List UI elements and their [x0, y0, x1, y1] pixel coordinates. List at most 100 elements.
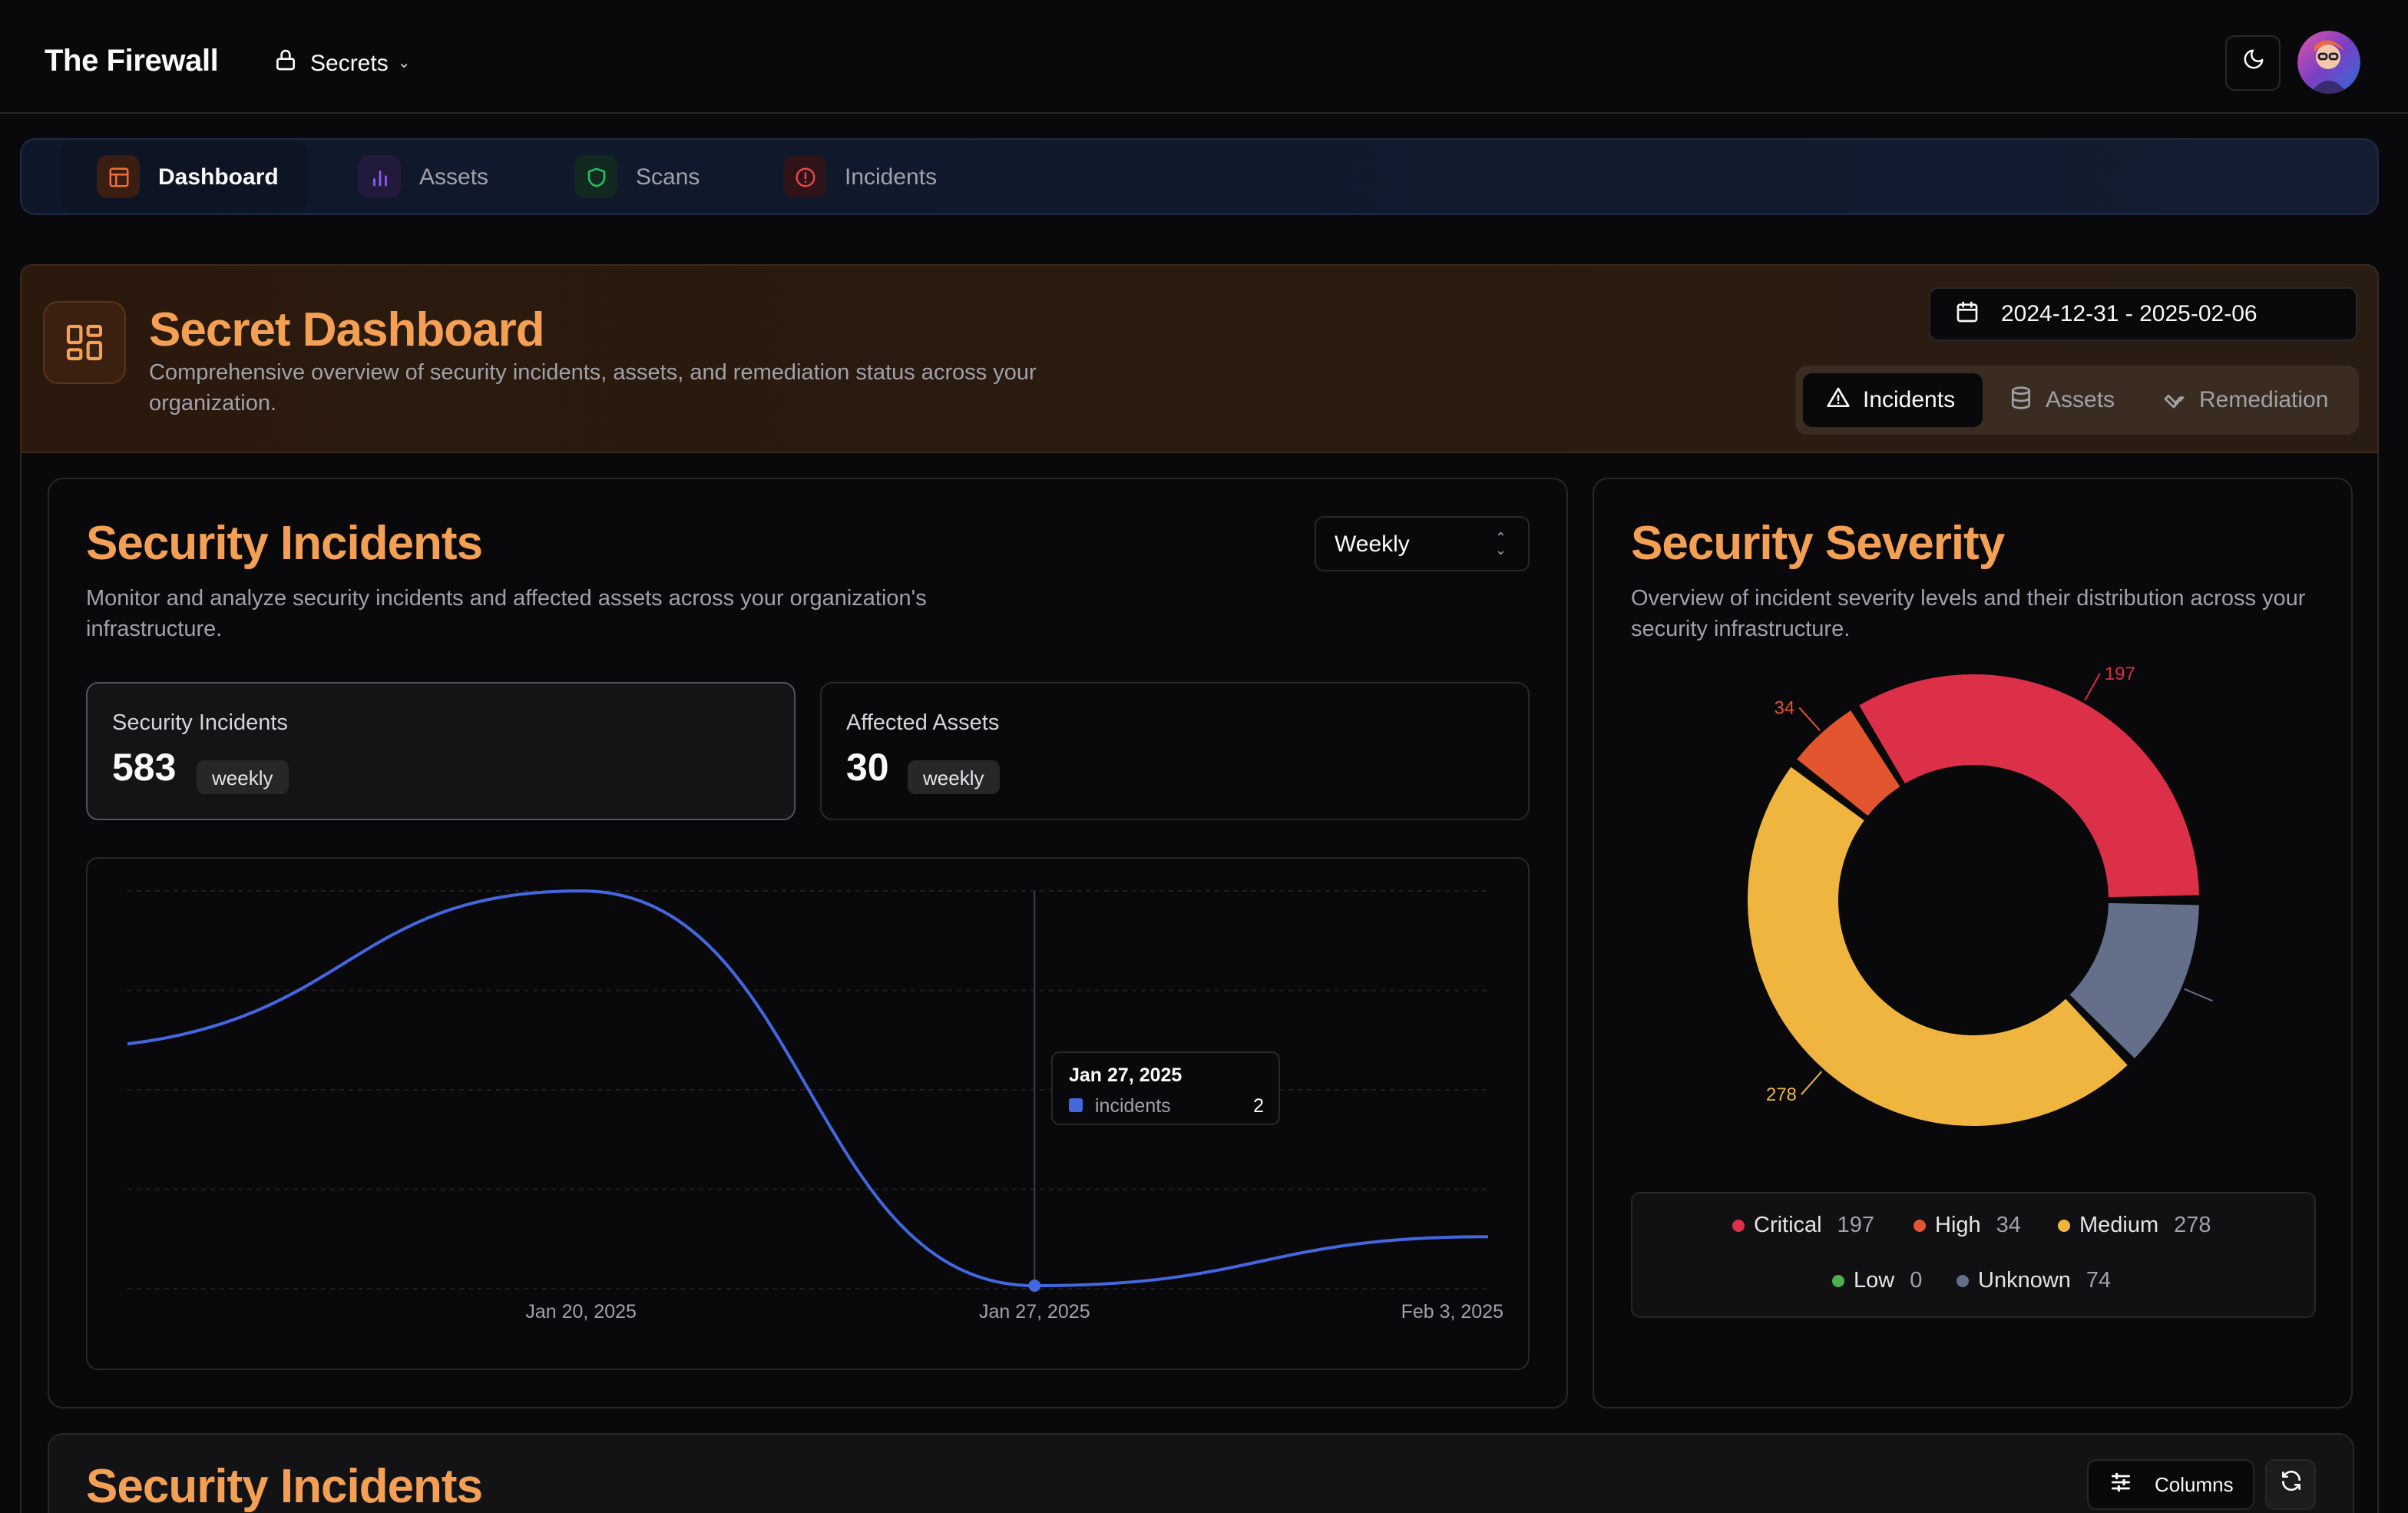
- legend-item-high: High 34: [1914, 1213, 2021, 1238]
- donut-slice-high[interactable]: [1797, 710, 1900, 816]
- nav-item-scans[interactable]: Scans: [538, 141, 700, 212]
- legend-dot: [1957, 1275, 1969, 1287]
- nav-item-label: Dashboard: [158, 164, 279, 190]
- legend-dot: [2058, 1220, 2070, 1232]
- legend-label: Critical: [1754, 1213, 1822, 1238]
- chevron-down-icon: ⌄: [397, 55, 411, 71]
- incidents-series-line: [127, 889, 1489, 1288]
- bar-chart-icon: [358, 155, 401, 198]
- shield-icon: [574, 155, 617, 198]
- donut-slice-unknown[interactable]: [2069, 902, 2199, 1058]
- tab-label: Remediation: [2199, 387, 2329, 413]
- legend-label: Low: [1854, 1269, 1895, 1293]
- columns-button[interactable]: Columns: [2087, 1459, 2254, 1510]
- legend-label: Unknown: [1978, 1269, 2071, 1293]
- project-label: Secrets: [310, 50, 389, 76]
- legend-label: Medium: [2079, 1213, 2159, 1238]
- legend-item-critical: Critical 197: [1732, 1213, 1874, 1238]
- legend-dot: [1832, 1275, 1844, 1287]
- stat-badge: weekly: [197, 760, 289, 794]
- refresh-button[interactable]: [2265, 1459, 2316, 1510]
- page-title: Secret Dashboard: [149, 303, 545, 356]
- nav-item-label: Incidents: [845, 164, 938, 190]
- stat-security-incidents[interactable]: Security Incidents 583 weekly: [86, 682, 796, 820]
- sliders-icon: [2109, 1470, 2133, 1499]
- legend-item-medium: Medium 278: [2058, 1213, 2211, 1238]
- stat-label: Security Incidents: [112, 711, 288, 736]
- severity-donut-chart[interactable]: 278 34 197: [1594, 664, 2354, 1155]
- legend-value: 278: [2174, 1213, 2211, 1238]
- slice-leader-line: [1798, 707, 1821, 731]
- nav-item-dashboard[interactable]: Dashboard: [60, 141, 307, 212]
- tooltip-series: incidents: [1095, 1095, 1171, 1117]
- nav-item-assets[interactable]: Assets: [321, 141, 488, 212]
- slice-leader-line: [2184, 988, 2213, 1002]
- dashboard-content: Security Incidents Monitor and analyze s…: [20, 453, 2379, 1513]
- view-tabs: Incidents Assets Remediation: [1795, 366, 2359, 435]
- card-description: Overview of incident severity levels and…: [1631, 587, 2306, 642]
- nav-item-label: Assets: [419, 164, 489, 190]
- stat-badge: weekly: [908, 760, 1000, 794]
- alert-circle-icon: [783, 155, 826, 198]
- tooltip-swatch: [1069, 1098, 1083, 1112]
- avatar[interactable]: [2297, 31, 2360, 94]
- moon-icon: [2241, 48, 2264, 78]
- legend-item-low: Low 0: [1832, 1269, 1922, 1293]
- legend-value: 34: [1996, 1213, 2021, 1238]
- tab-label: Assets: [2046, 387, 2115, 413]
- tooltip-box: [1051, 1051, 1280, 1125]
- date-range-value: 2024-12-31 - 2025-02-06: [2001, 301, 2258, 327]
- chart-tooltip: Jan 27, 2025 incidents 2: [1051, 1051, 1280, 1125]
- security-severity-card: Security Severity Overview of incident s…: [1593, 478, 2353, 1409]
- tab-incidents[interactable]: Incidents: [1803, 373, 1983, 427]
- severity-legend: Critical 197 High 34 Medium 278 Low 0: [1631, 1192, 2316, 1318]
- active-point: [1028, 1280, 1041, 1293]
- legend-dot: [1732, 1220, 1745, 1232]
- refresh-icon: [2278, 1468, 2303, 1501]
- calendar-icon: [1955, 299, 1980, 329]
- tab-label: Incidents: [1863, 387, 1956, 413]
- dashboard-grid-icon: [43, 301, 126, 384]
- page-subtitle: Comprehensive overview of security incid…: [149, 361, 1037, 416]
- x-tick-label: Jan 20, 2025: [525, 1301, 637, 1323]
- legend-label: High: [1935, 1213, 1981, 1238]
- tab-assets[interactable]: Assets: [1986, 373, 2138, 427]
- chevron-up-down-icon: ⌃ ⌄: [1494, 530, 1507, 558]
- legend-dot: [1914, 1220, 1926, 1232]
- period-select[interactable]: Weekly ⌃ ⌄: [1315, 516, 1530, 571]
- legend-value: 0: [1910, 1269, 1923, 1293]
- brand-title: The Firewall: [45, 45, 219, 78]
- incidents-table-section: Security Incidents Columns: [48, 1433, 2354, 1513]
- period-select-value: Weekly: [1335, 531, 1410, 557]
- card-description: Monitor and analyze security incidents a…: [86, 587, 927, 642]
- slice-data-label: 34: [1774, 697, 1794, 718]
- main-nav: Dashboard Assets Scans Incidents: [20, 138, 2379, 215]
- security-incidents-card: Security Incidents Monitor and analyze s…: [48, 478, 1568, 1409]
- project-switcher[interactable]: Secrets ⌄: [273, 48, 411, 78]
- donut-slice-medium[interactable]: [1748, 766, 2128, 1126]
- donut-slice-critical[interactable]: [1859, 674, 2199, 898]
- x-tick-label: Jan 27, 2025: [979, 1301, 1090, 1323]
- tooltip-date: Jan 27, 2025: [1069, 1064, 1182, 1086]
- tab-remediation[interactable]: Remediation: [2139, 373, 2351, 427]
- card-title: Security Severity: [1631, 516, 2005, 570]
- card-title: Security Incidents: [86, 516, 483, 570]
- stat-value: 30: [846, 747, 889, 790]
- layout-icon: [97, 155, 140, 198]
- slice-data-label: 197: [2105, 664, 2135, 684]
- columns-button-label: Columns: [2155, 1473, 2234, 1496]
- incidents-line-chart[interactable]: Jan 20, 2025 Jan 27, 2025 Feb 3, 2025 Jan 2…: [86, 857, 1530, 1370]
- line-chart-svg: Jan 20, 2025 Jan 27, 2025 Feb 3, 2025 Jan 2…: [127, 889, 1503, 1323]
- database-icon: [2009, 385, 2033, 415]
- nav-item-incidents[interactable]: Incidents: [746, 141, 937, 212]
- legend-item-unknown: Unknown 74: [1957, 1269, 2111, 1293]
- slice-leader-line: [2084, 673, 2101, 701]
- date-range-picker[interactable]: 2024-12-31 - 2025-02-06: [1929, 287, 2357, 341]
- stat-affected-assets[interactable]: Affected Assets 30 weekly: [820, 682, 1530, 820]
- wrench-icon: [2162, 385, 2187, 415]
- stat-label: Affected Assets: [846, 711, 1000, 736]
- alert-triangle-icon: [1826, 385, 1851, 415]
- slice-data-label: 278: [1766, 1084, 1797, 1105]
- theme-toggle-button[interactable]: [2225, 35, 2281, 91]
